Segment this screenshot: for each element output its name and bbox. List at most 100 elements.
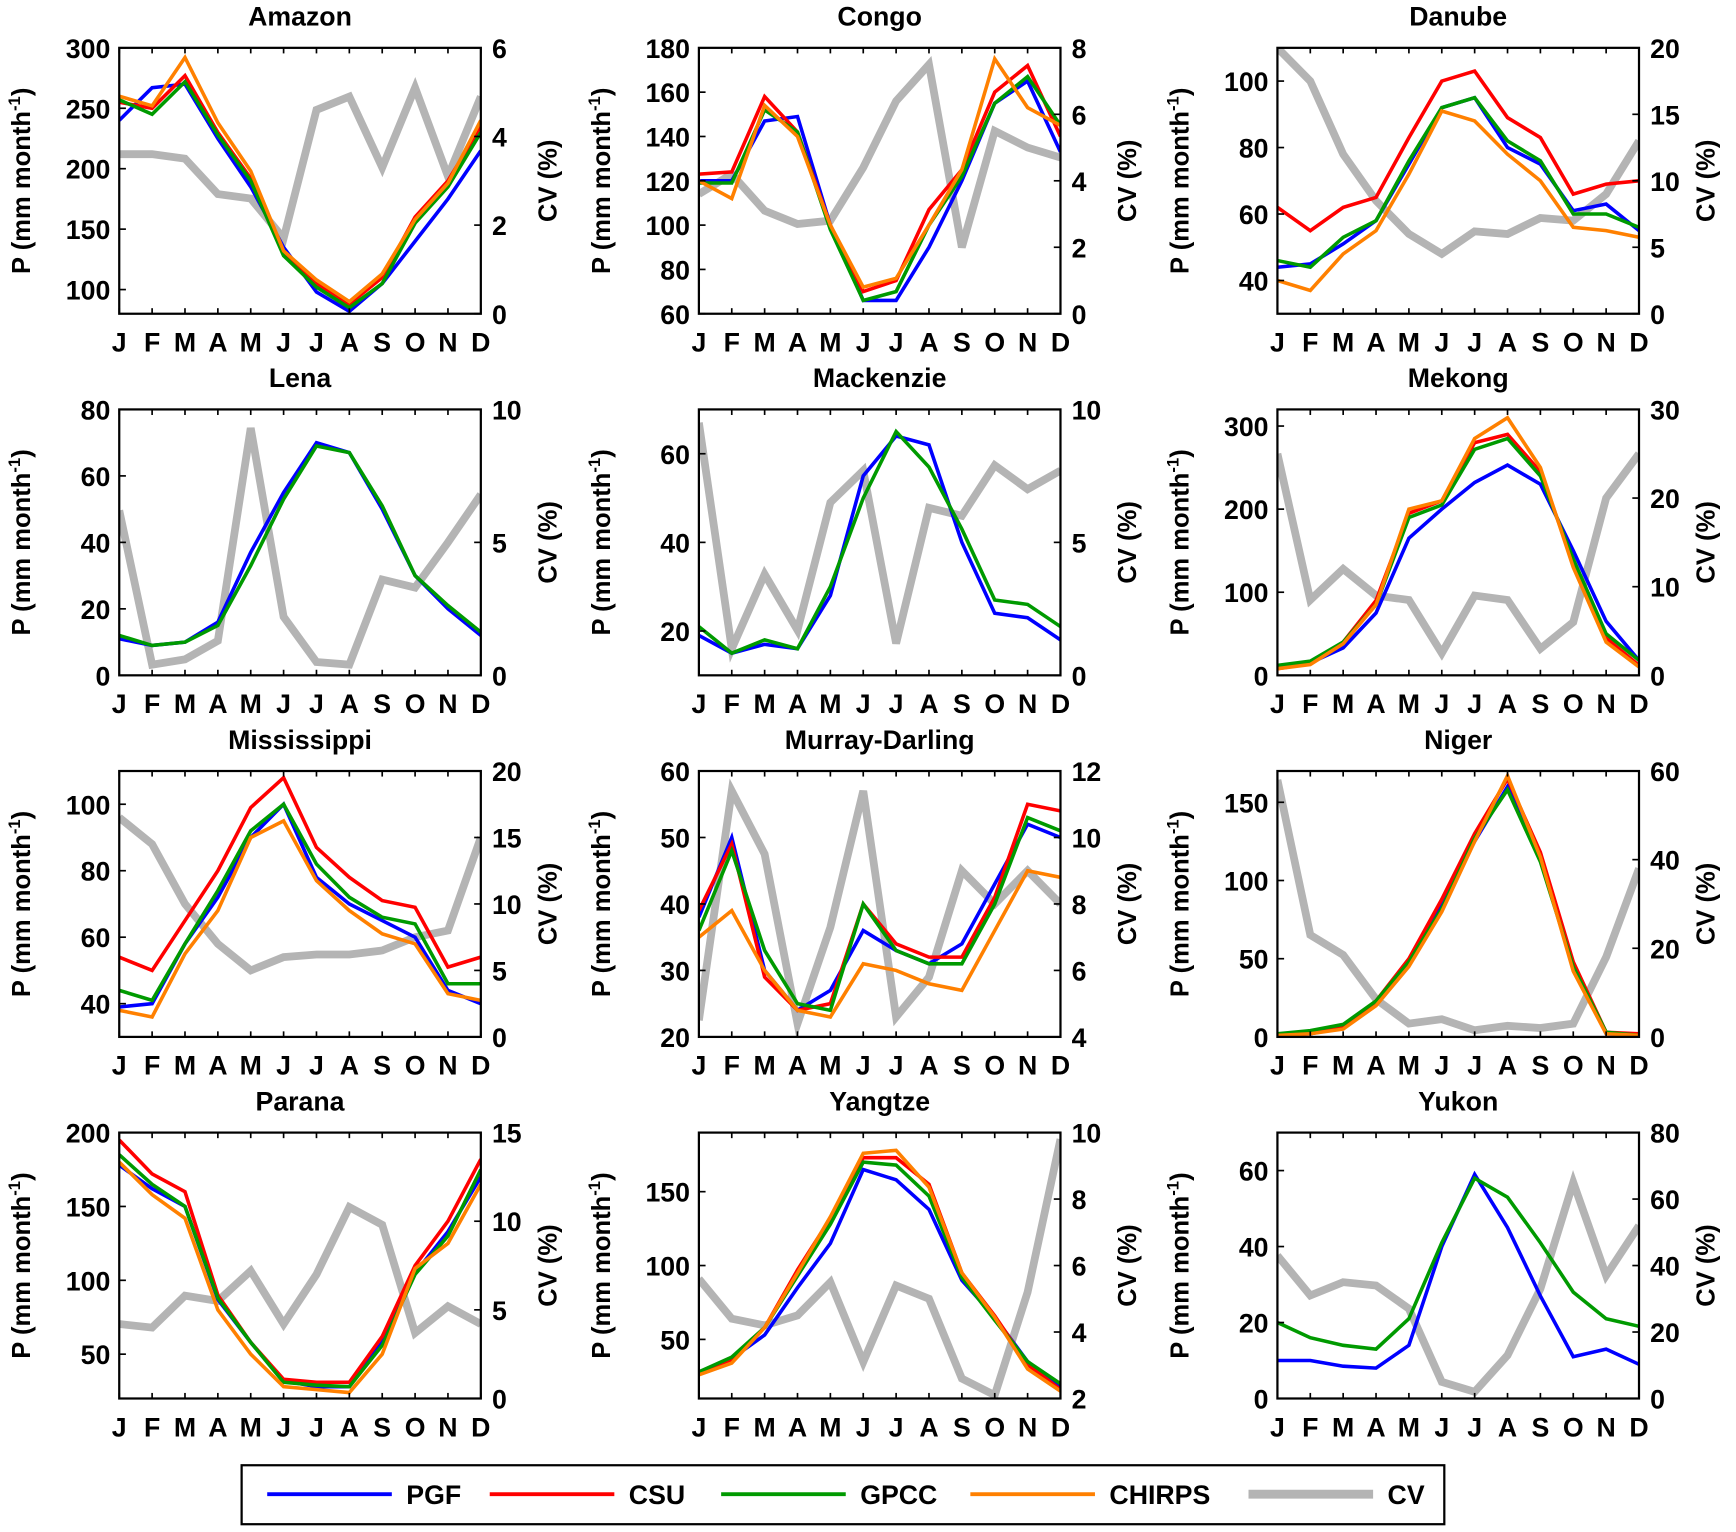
panel-title: Niger: [1424, 725, 1492, 755]
x-tick-label: D: [1629, 328, 1648, 358]
y-axis-label-end: ): [588, 88, 616, 97]
y-axis-label-end: ): [8, 1172, 36, 1181]
x-tick-label: N: [438, 328, 457, 358]
x-tick-label: F: [1302, 328, 1318, 358]
y-axis-label-end: ): [1166, 88, 1194, 97]
y-tick-label: 100: [66, 790, 111, 820]
y2-tick-label: 20: [1650, 934, 1680, 964]
y2-tick-label: 0: [1072, 300, 1087, 330]
y2-tick-label: 80: [1650, 1119, 1680, 1149]
x-tick-label: A: [1498, 1051, 1517, 1081]
y-axis-label: P (mm month-1): [5, 1172, 36, 1358]
y2-tick-label: 10: [492, 395, 522, 425]
y-tick-label: 20: [660, 1023, 690, 1053]
x-tick-label: A: [919, 328, 938, 358]
y-tick-label: 200: [1224, 495, 1269, 525]
x-tick-label: J: [1434, 1412, 1449, 1442]
x-tick-label: S: [1531, 1412, 1549, 1442]
y2-tick-label: 2: [492, 211, 507, 241]
x-tick-label: D: [471, 328, 490, 358]
x-tick-label: J: [1467, 1051, 1482, 1081]
series-line-chirps: [698, 54, 1061, 290]
panel-title: Congo: [837, 2, 921, 32]
legend-item-cv: CV: [1248, 1480, 1425, 1510]
x-tick-label: A: [208, 689, 227, 719]
y-tick-label: 60: [1239, 1157, 1269, 1187]
x-tick-label: A: [1366, 689, 1385, 719]
series-line-gpcc: [1277, 1175, 1640, 1351]
y-tick-label: 100: [1224, 578, 1269, 608]
y-axis-label-end: ): [588, 1172, 616, 1181]
x-tick-label: O: [1563, 1051, 1584, 1081]
y2-tick-label: 12: [1072, 757, 1102, 787]
y-tick-label: 100: [645, 1252, 690, 1282]
x-tick-label: A: [919, 1412, 938, 1442]
y-axis-label: P (mm month-1): [1163, 449, 1194, 635]
y-tick-label: 80: [81, 857, 111, 887]
x-tick-label: O: [984, 1051, 1005, 1081]
y-axis-label-text: P (mm month: [8, 834, 36, 997]
x-tick-label: A: [208, 1412, 227, 1442]
legend: PGF CSU GPCC CHIRPS CV: [240, 1464, 1446, 1526]
x-tick-label: J: [889, 1051, 904, 1081]
x-tick-label: O: [1563, 328, 1584, 358]
y2-tick-label: 2: [1072, 1385, 1087, 1415]
x-tick-label: F: [724, 1412, 740, 1442]
x-tick-label: A: [208, 1051, 227, 1081]
y-tick-label: 250: [66, 94, 111, 124]
y-tick-label: 150: [66, 1192, 111, 1222]
x-tick-label: S: [373, 328, 391, 358]
x-tick-label: J: [309, 1051, 324, 1081]
x-tick-label: M: [240, 689, 262, 719]
series-line-csu: [119, 1138, 481, 1385]
x-tick-label: J: [1434, 1051, 1449, 1081]
y-axis-label-superscript: -1: [585, 458, 604, 473]
y-tick-label: 40: [81, 990, 111, 1020]
y-tick-label: 60: [660, 300, 690, 330]
y-tick-label: 20: [81, 595, 111, 625]
y-tick-label: 150: [645, 1178, 690, 1208]
x-tick-label: S: [1531, 689, 1549, 719]
x-tick-label: A: [1498, 328, 1517, 358]
series-line-gpcc: [698, 815, 1061, 1013]
x-tick-label: O: [405, 689, 426, 719]
axes-box: [1276, 1131, 1641, 1400]
y-axis-label-superscript: -1: [5, 458, 24, 473]
y2-tick-label: 20: [1650, 484, 1680, 514]
x-tick-label: M: [1332, 1051, 1354, 1081]
y-tick-label: 140: [645, 122, 690, 152]
x-tick-label: J: [309, 328, 324, 358]
y-axis-label-text: P (mm month: [8, 1196, 36, 1359]
x-tick-label: N: [1596, 1051, 1615, 1081]
x-tick-label: S: [953, 689, 971, 719]
x-tick-label: A: [788, 1051, 807, 1081]
y2-axis-label: CV (%): [534, 140, 562, 222]
x-tick-label: M: [1398, 1051, 1420, 1081]
y2-axis-label: CV (%): [1114, 863, 1142, 945]
y-tick-label: 0: [96, 661, 111, 691]
y-axis-label-end: ): [8, 811, 36, 820]
y2-tick-label: 4: [1072, 167, 1087, 197]
x-tick-label: J: [856, 328, 871, 358]
legend-label: PGF: [406, 1480, 461, 1510]
y-axis-label-superscript: -1: [5, 1181, 24, 1196]
x-tick-label: M: [174, 689, 196, 719]
y-axis-label-text: P (mm month: [1166, 111, 1194, 274]
y-axis-label: P (mm month-1): [5, 449, 36, 635]
x-tick-label: J: [691, 1051, 706, 1081]
y-tick-label: 60: [1239, 200, 1269, 230]
x-tick-label: S: [373, 1412, 391, 1442]
y-tick-label: 0: [1254, 1385, 1269, 1415]
panel-title: Amazon: [248, 2, 352, 32]
y-tick-label: 20: [660, 617, 690, 647]
x-tick-label: A: [1498, 1412, 1517, 1442]
y2-tick-label: 0: [1072, 661, 1087, 691]
x-tick-label: A: [208, 328, 227, 358]
x-tick-label: J: [276, 328, 291, 358]
x-tick-label: N: [1018, 328, 1037, 358]
y2-tick-label: 5: [492, 1296, 507, 1326]
